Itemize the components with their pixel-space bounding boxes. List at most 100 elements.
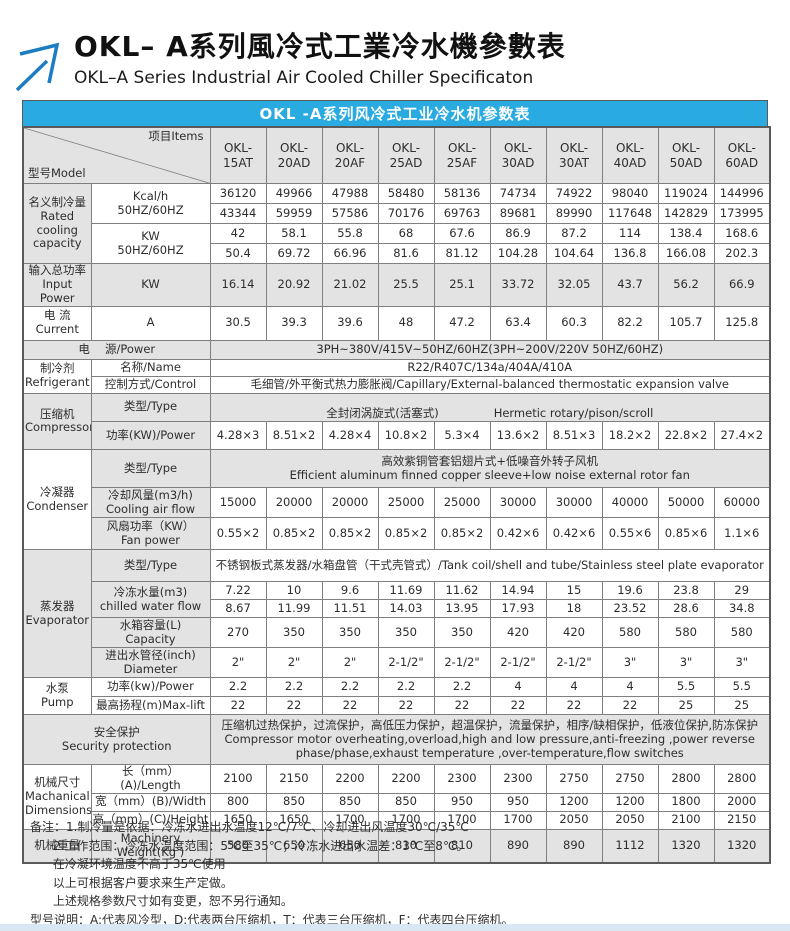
label-chilled-flow: 冷冻水量(m3) chilled water flow (90, 581, 211, 619)
spec-cell: 2-1/2" (489, 647, 547, 679)
spec-cell: 43.7 (601, 263, 659, 307)
spec-cell: 5.5 (713, 677, 771, 698)
section-evaporator: 蒸发器 Evaporator (22, 549, 92, 679)
model-header-row: 型号Model 项目Items OKL- 15AT OKL- 20AD OKL- 2… (22, 126, 771, 185)
spec-cell: 5.5 (657, 677, 715, 698)
section-rated-capacity: 名义制冷量 Rated cooling capacity (22, 183, 92, 265)
note-line: 以上可根据客户要求来生产定做。 (30, 875, 233, 890)
spec-cell: 55.8 (321, 223, 379, 245)
label-current-unit: A (90, 305, 211, 341)
spec-cell: 23.52 (601, 599, 659, 619)
spec-cell: 580 (601, 617, 659, 649)
spec-cell: 2100 (209, 764, 267, 794)
spec-cell: 0.85×2 (377, 517, 435, 551)
spec-cell: 890 (489, 828, 547, 864)
spec-cell: OKL- 30AT (545, 126, 603, 185)
spec-cell: 39.3 (265, 305, 323, 341)
spec-cell: 25.1 (433, 263, 491, 307)
spec-cell: 18 (545, 599, 603, 619)
spec-cell: 68 (377, 223, 435, 245)
label-length: 长（mm）(A)/Length (90, 764, 211, 794)
spec-cell: 98040 (601, 183, 659, 205)
label-kcal: Kcal/h 50HZ/60HZ (90, 183, 211, 225)
label-diameter: 进出水管径(inch) Diameter (90, 647, 211, 679)
row-diameter: 进出水管径(inch) Diameter 2" 2" 2" 2-1/2" 2-1/2" 2… (23, 647, 771, 679)
row-width: 宽（mm）(B)/Width 800 850 850 850 950 950 1200 120… (23, 792, 771, 812)
spec-cell: 39.6 (321, 305, 379, 341)
spec-cell: OKL- 50AD (657, 126, 715, 185)
spec-cell: 800 (209, 792, 267, 812)
spec-cell: 850 (265, 792, 323, 812)
spec-cell: 60.3 (545, 305, 603, 341)
spec-cell: 850 (321, 792, 379, 812)
spec-cell: 2800 (657, 764, 715, 794)
label-input-power-unit: KW (90, 263, 211, 307)
row-chilled-50: 冷冻水量(m3) chilled water flow 7.22 10 9.6 11.… (23, 581, 771, 619)
spec-cell: 0.42×6 (489, 517, 547, 551)
spec-cell: 74922 (545, 183, 603, 205)
row-compressor-power: 功率(KW)/Power 4.28×3 8.51×2 4.28×4 10.8×2 5.3… (23, 421, 771, 451)
row-condenser-type: 冷凝器 Condenser 类型/Type 高效紫铜管套铝翅片式+低噪音外转子风… (22, 449, 771, 551)
label-pump-power: 功率(kw)/Power (90, 677, 211, 698)
spec-cell: 202.3 (713, 243, 771, 265)
section-dimensions: 机械尺寸 Machanical Dimensions (22, 764, 92, 830)
spec-cell: 22 (209, 696, 267, 716)
footer-notes: 备注：1.制冷量是依据：冷冻水进出水温度12℃/7℃、冷却进出风温度30℃/35… (30, 818, 514, 931)
spec-cell: 40000 (601, 487, 659, 519)
spec-cell: 13.6×2 (489, 421, 547, 451)
spec-cell: 1700 (489, 810, 547, 830)
spec-cell: 86.9 (489, 223, 547, 245)
spec-cell: 25000 (377, 487, 435, 519)
spec-cell: 8.51×2 (265, 421, 323, 451)
spec-cell: 74734 (489, 183, 547, 205)
note-line: 备注：1.制冷量是依据：冷冻水进出水温度12℃/7℃、冷却进出风温度30℃/35… (30, 820, 469, 834)
spec-cell: 58480 (377, 183, 435, 205)
spec-cell: 22 (377, 696, 435, 716)
spec-cell: 22 (489, 696, 547, 716)
spec-cell: 14.03 (377, 599, 435, 619)
spec-cell: 15 (545, 581, 603, 601)
corner-model-label: 型号Model (28, 166, 86, 181)
spec-cell: 350 (433, 617, 491, 649)
spec-cell: 2200 (377, 764, 435, 794)
label-condenser-type: 类型/Type (90, 449, 211, 489)
spec-cell: 0.55×2 (209, 517, 267, 551)
spec-cell: 22 (433, 696, 491, 716)
spec-cell: 34.8 (713, 599, 771, 619)
spec-cell: 69.72 (265, 243, 323, 265)
spec-cell: 9.6 (321, 581, 379, 601)
spec-cell: 28.6 (657, 599, 715, 619)
spec-cell: 850 (377, 792, 435, 812)
row-refrigerant-name: 制冷剂 Refrigerant 名称/Name R22/R407C/134a/4… (22, 358, 771, 394)
spec-cell: 4 (601, 677, 659, 698)
spec-cell: 66.96 (321, 243, 379, 265)
spec-cell: 43344 (209, 203, 267, 225)
section-input-power: 输入总功率 Input Power (22, 263, 92, 307)
spec-cell: 22 (601, 696, 659, 716)
spec-cell: 15000 (209, 487, 267, 519)
spec-cell: 2050 (545, 810, 603, 830)
row-input-power: 输入总功率 Input Power KW 16.14 20.92 21.02 25.5… (22, 263, 771, 307)
section-condenser: 冷凝器 Condenser (22, 449, 92, 551)
row-kw-60: 50.4 69.72 66.96 81.6 81.12 104.28 104.64 136.8… (23, 243, 771, 265)
note-line: 在冷凝环境温度不高于35℃使用 (30, 857, 226, 871)
spec-cell: 36120 (209, 183, 267, 205)
spec-cell: 56.2 (657, 263, 715, 307)
spec-cell: 1700 (377, 810, 435, 830)
spec-cell: 2-1/2" (433, 647, 491, 679)
spec-cell: 47.2 (433, 305, 491, 341)
section-current: 电 流 Current (22, 305, 92, 341)
label-compressor-type: 类型/Type (90, 392, 211, 423)
spec-cell: 144996 (713, 183, 771, 205)
table-title-bar: OKL -A系列风冷式工业冷水机参数表 (22, 100, 768, 126)
spec-cell: 27.4×2 (713, 421, 771, 451)
spec-cell: 25000 (433, 487, 491, 519)
spec-cell: 30000 (489, 487, 547, 519)
label-capacity: 水箱容量(L) Capacity (90, 617, 211, 649)
row-pump-power: 水泵 Pump 功率(kw)/Power 2.2 2.2 2.2 2.2 2.2 4 4 4 5… (22, 677, 771, 716)
spec-cell: 0.85×6 (657, 517, 715, 551)
spec-cell: 63.4 (489, 305, 547, 341)
spec-cell: 2150 (265, 764, 323, 794)
spec-cell: 270 (209, 617, 267, 649)
spec-cell: 580 (657, 617, 715, 649)
